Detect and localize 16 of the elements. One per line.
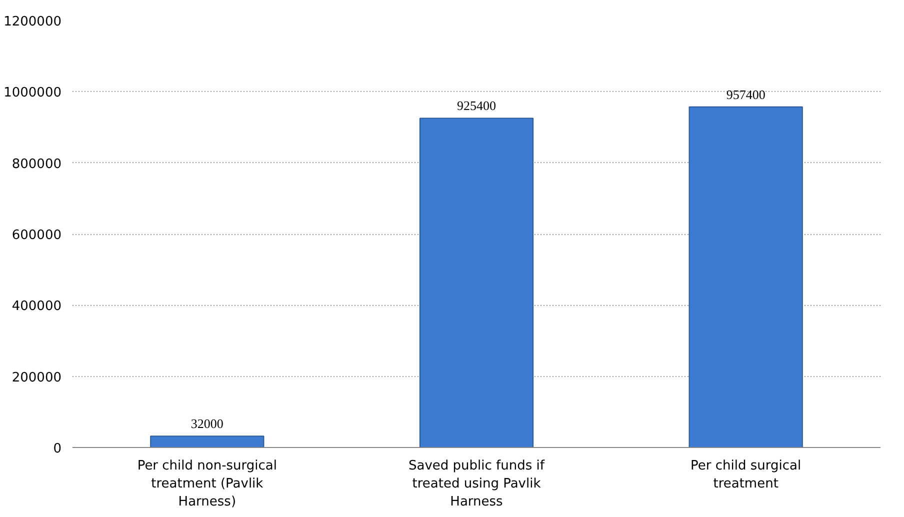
- y-tick-label: 400000: [12, 299, 62, 314]
- y-tick-label: 0: [53, 442, 62, 456]
- y-tick-label: 200000: [12, 370, 62, 386]
- y-tick-label: 1200000: [4, 14, 62, 30]
- bar: [419, 118, 534, 448]
- x-tick-label: Saved public funds if treated using Pavlik Harness: [408, 458, 545, 510]
- x-tick-label: Per child non-surgical treatment (Pavlik Harness): [137, 458, 278, 510]
- bar: [150, 436, 264, 448]
- bar: [688, 106, 803, 448]
- data-label: 32000: [190, 416, 224, 432]
- y-tick-label: 800000: [12, 156, 62, 172]
- y-tick-label: 600000: [12, 228, 62, 243]
- x-tick-label: Per child surgical treatment: [690, 458, 802, 492]
- data-label: 957400: [726, 86, 766, 102]
- data-label: 925400: [457, 98, 496, 114]
- y-tick-label: 1000000: [4, 86, 62, 101]
